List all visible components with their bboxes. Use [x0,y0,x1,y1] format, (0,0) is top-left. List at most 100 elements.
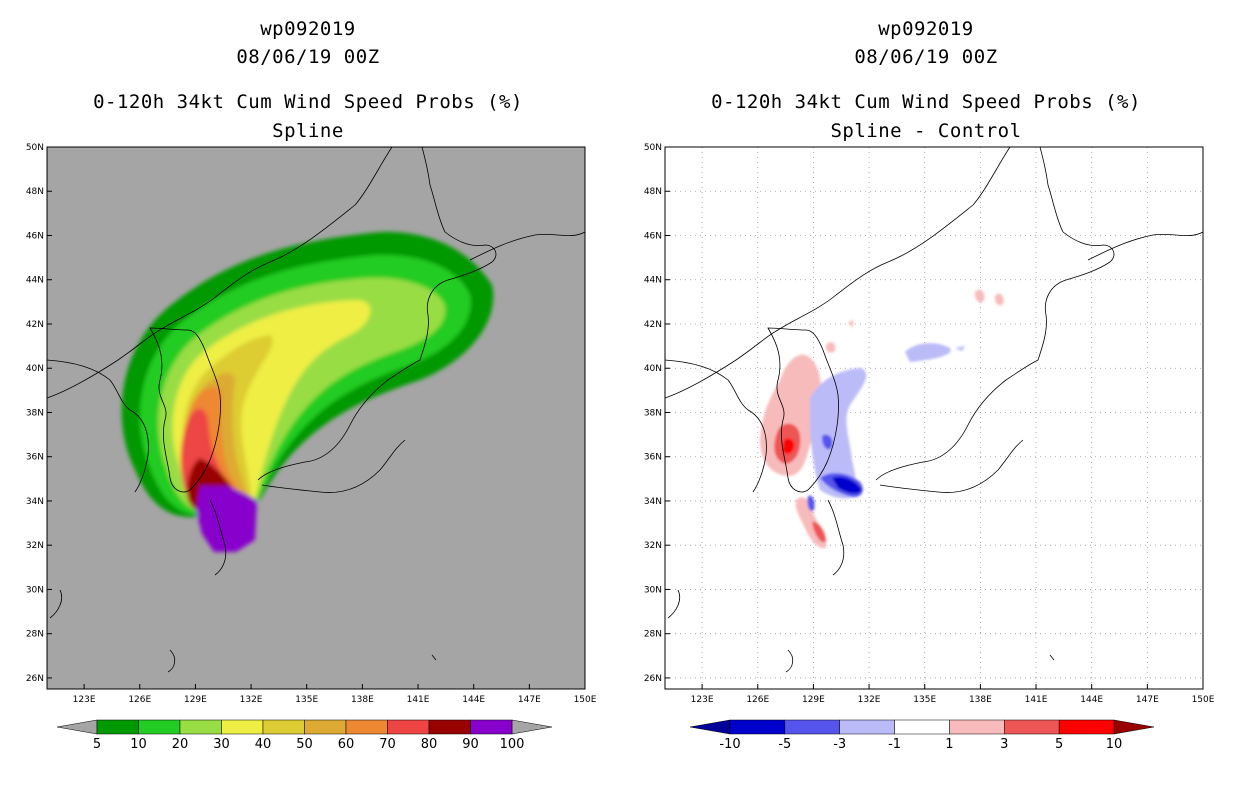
left-colorbar-swatch [96,719,139,735]
left-colorbar-label: 40 [255,737,272,752]
right-contour-fills [760,289,1004,549]
right-x-tick-label: 138E [969,695,992,705]
left-y-tick-label: 46N [26,231,44,241]
diff-neg-3b [822,434,833,450]
right-y-tick-label: 48N [644,187,662,197]
left-colorbar-swatch [221,719,264,735]
left-y-tick-label: 44N [26,276,44,286]
right-y-tick-label: 32N [644,541,662,551]
left-title-line-2: 08/06/19 00Z [236,46,380,68]
right-axis-labels: 123E 126E 129E 132E 135E 138E 141E 144E 147E 150E… [644,143,1215,705]
right-y-tick-label: 34N [644,497,662,507]
left-colorbar-label: 30 [213,737,230,752]
right-y-tick-label: 40N [644,364,662,374]
right-colorbar-label: 3 [1000,737,1008,752]
left-colorbar-low-arrow [56,719,98,735]
diff-neg-small [955,346,965,351]
right-x-tick-label: 135E [913,695,936,705]
left-colorbar: 5 10 20 30 40 50 60 70 80 90 100 [56,719,553,752]
right-x-tick-label: 150E [1192,695,1215,705]
diff-pos-small3 [825,342,836,353]
right-colorbar-label: -1 [888,737,901,752]
left-colorbar-swatch [345,719,388,735]
left-y-tick-label: 36N [26,453,44,463]
left-colorbar-label: 90 [462,737,479,752]
right-y-tick-label: 44N [644,276,662,286]
left-x-tick-label: 126E [128,695,151,705]
left-y-tick-label: 42N [26,320,44,330]
left-y-tick-label: 50N [26,143,44,153]
right-title-line-1: wp092019 [878,18,974,40]
left-colorbar-swatch [304,719,347,735]
diff-pos-small2 [994,293,1004,306]
right-x-tick-label: 126E [746,695,769,705]
left-x-tick-label: 138E [351,695,374,705]
left-colorbar-label: 50 [296,737,313,752]
right-colorbar-label: -5 [778,737,791,752]
right-y-tick-label: 42N [644,320,662,330]
right-y-tick-label: 26N [644,674,662,684]
right-x-tick-label: 129E [802,695,825,705]
left-title-line-3: 0-120h 34kt Cum Wind Speed Probs (%) [93,91,523,113]
right-colorbar-swatch [1004,719,1060,735]
right-x-tick-label: 132E [858,695,881,705]
left-axis-labels: 123E 126E 129E 132E 135E 138E 141E 144E 147E 150E… [26,143,597,705]
right-y-tick-label: 50N [644,143,662,153]
left-y-tick-label: 34N [26,497,44,507]
left-colorbar-label: 70 [379,737,396,752]
left-y-tick-label: 32N [26,541,44,551]
left-x-tick-label: 135E [295,695,318,705]
left-colorbar-label: 10 [130,737,147,752]
left-y-tick-label: 48N [26,187,44,197]
left-map-frame [46,146,586,690]
right-panel: 123E 126E 129E 132E 135E 138E 141E 144E 147E 150E… [644,143,1215,752]
right-colorbar-low-arrow [689,719,731,735]
diff-pos-small4 [848,320,854,328]
right-y-tick-label: 30N [644,585,662,595]
right-title-line-2: 08/06/19 00Z [854,46,998,68]
left-x-tick-label: 144E [462,695,485,705]
left-x-tick-label: 141E [407,695,430,705]
diff-neg-5 [832,476,862,494]
right-colorbar-swatch [839,719,895,735]
right-y-tick-label: 28N [644,630,662,640]
right-coastlines [665,147,1203,673]
left-x-tick-label: 147E [518,695,541,705]
left-colorbar-swatch [138,719,181,735]
diff-pos-south3 [812,521,826,543]
diff-neg-north [905,343,951,362]
left-colorbar-swatch [179,719,222,735]
left-x-tick-label: 132E [240,695,263,705]
right-colorbar-label: 5 [1055,737,1063,752]
left-colorbar-swatch [428,719,471,735]
right-title-line-4: Spline - Control [830,120,1022,142]
left-colorbar-label: 100 [500,737,525,752]
right-y-tick-label: 46N [644,231,662,241]
left-coastlines [47,147,585,673]
left-panel: 123E 126E 129E 132E 135E 138E 141E 144E 147E 150E… [26,143,597,752]
left-title-line-1: wp092019 [260,18,356,40]
right-colorbar-label: -10 [719,737,740,752]
right-title-line-3: 0-120h 34kt Cum Wind Speed Probs (%) [711,91,1141,113]
right-colorbar-swatch [894,719,950,735]
left-colorbar-swatch [470,719,513,735]
right-x-tick-label: 147E [1136,695,1159,705]
left-colorbar-swatch [262,719,305,735]
right-colorbar: -10 -5 -3 -1 1 3 5 10 [689,719,1155,752]
left-y-tick-label: 38N [26,408,44,418]
left-title-line-4: Spline [272,120,344,142]
right-colorbar-swatch [729,719,786,735]
left-y-tick-label: 30N [26,585,44,595]
right-y-tick-label: 38N [644,408,662,418]
right-colorbar-swatch [1058,719,1115,735]
left-colorbar-label: 80 [421,737,438,752]
left-x-tick-label: 129E [184,695,207,705]
diff-neg-south [807,495,815,512]
left-x-tick-label: 150E [574,695,597,705]
right-y-tick-label: 36N [644,453,662,463]
left-colorbar-label: 60 [338,737,355,752]
left-colorbar-label: 5 [93,737,101,752]
diff-neg-1 [810,368,867,499]
right-colorbar-high-arrow [1113,719,1155,735]
